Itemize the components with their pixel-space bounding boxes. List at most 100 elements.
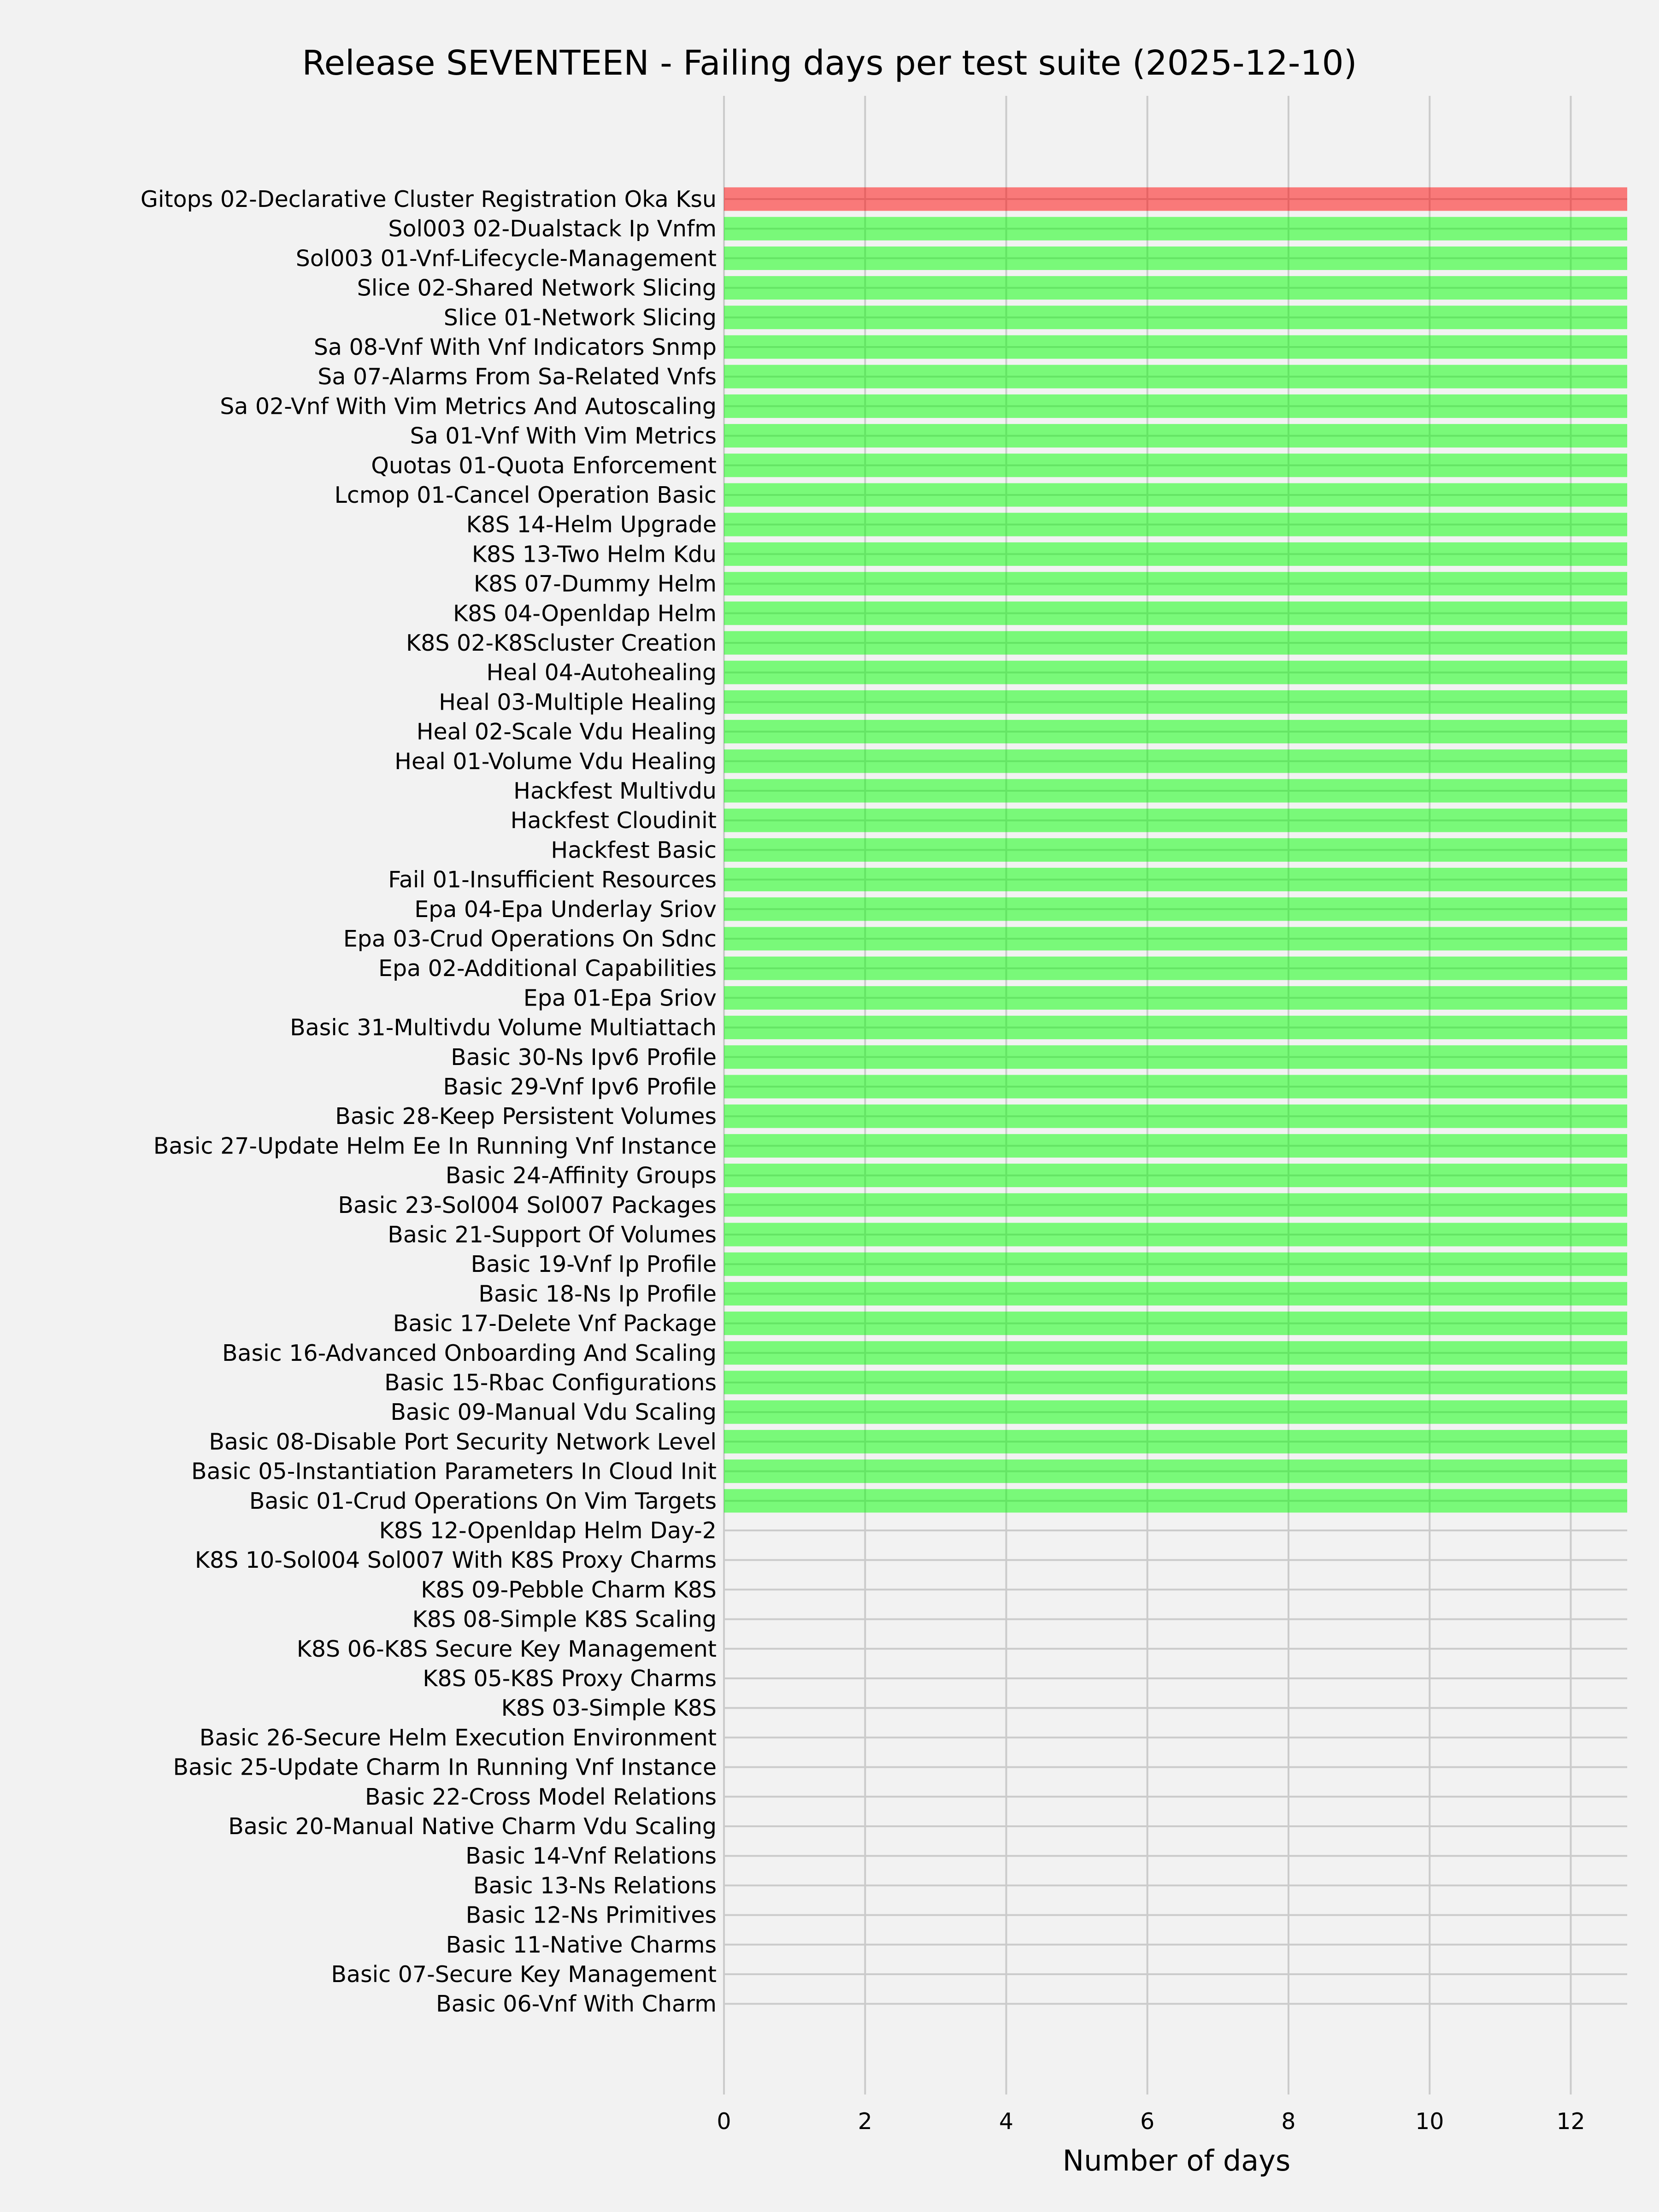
bar: [724, 838, 1627, 862]
bar: [724, 1016, 1627, 1040]
bar: [724, 660, 1627, 684]
bar: [724, 1104, 1627, 1128]
y-tick-label: Basic 06-Vnf With Charm: [436, 1991, 717, 2017]
bar: [724, 927, 1627, 951]
x-tick-label: 10: [1415, 2108, 1444, 2135]
x-tick-labels: 0 2 4 6 8 10 12: [717, 2108, 1585, 2135]
y-tick-label: Gitops 02-Declarative Cluster Registrati…: [141, 186, 717, 212]
y-tick-label: K8S 07-Dummy Helm: [474, 571, 717, 597]
y-tick-label: Epa 02-Additional Capabilities: [378, 955, 717, 982]
y-tick-label: Hackfest Multivdu: [513, 778, 717, 804]
bar: [724, 1134, 1627, 1158]
bar: [724, 1164, 1627, 1188]
bar: [724, 1341, 1627, 1365]
bar: [724, 276, 1627, 300]
bar: [724, 986, 1627, 1010]
y-tick-label: K8S 03-Simple K8S: [501, 1695, 717, 1721]
bar: [724, 217, 1627, 241]
y-tick-label: K8S 04-Openldap Helm: [453, 600, 717, 627]
bar: [724, 1075, 1627, 1099]
y-tick-label: Basic 05-Instantiation Parameters In Clo…: [191, 1459, 717, 1485]
y-tick-label: Quotas 01-Quota Enforcement: [371, 453, 717, 479]
bar: [724, 897, 1627, 921]
bar: [724, 1282, 1627, 1306]
y-tick-label: Heal 02-Scale Vdu Healing: [417, 719, 717, 745]
bar: [724, 956, 1627, 980]
y-tick-label: Basic 18-Ns Ip Profile: [478, 1281, 717, 1307]
y-tick-label: Epa 04-Epa Underlay Sriov: [414, 896, 717, 923]
bar: [724, 690, 1627, 714]
y-tick-label: Sa 07-Alarms From Sa-Related Vnfs: [318, 364, 717, 390]
y-tick-label: Basic 28-Keep Persistent Volumes: [335, 1103, 717, 1130]
y-tick-label: Basic 30-Ns Ipv6 Profile: [451, 1044, 717, 1071]
y-tick-label: Epa 03-Crud Operations On Sdnc: [343, 926, 717, 952]
y-tick-label: Basic 31-Multivdu Volume Multiattach: [290, 1015, 717, 1041]
bar: [724, 1430, 1627, 1453]
bar: [724, 1489, 1627, 1513]
y-tick-label: Basic 07-Secure Key Management: [331, 1961, 717, 1988]
y-tick-label: K8S 06-K8S Secure Key Management: [297, 1636, 717, 1662]
y-tick-label: K8S 10-Sol004 Sol007 With K8S Proxy Char…: [195, 1547, 717, 1573]
bar: [724, 483, 1627, 507]
y-tick-label: Heal 03-Multiple Healing: [439, 689, 717, 715]
bar: [724, 512, 1627, 536]
y-tick-label: Sol003 01-Vnf-Lifecycle-Management: [296, 245, 717, 271]
x-tick-label: 12: [1556, 2108, 1585, 2135]
bar: [724, 424, 1627, 448]
x-tick-label: 2: [858, 2108, 872, 2135]
bar: [724, 1312, 1627, 1335]
y-tick-label: K8S 13-Two Helm Kdu: [472, 541, 717, 567]
bar: [724, 365, 1627, 388]
bar: [724, 246, 1627, 270]
bar: [724, 749, 1627, 773]
bar: [724, 1459, 1627, 1483]
y-tick-labels: Gitops 02-Declarative Cluster Registrati…: [141, 186, 717, 2017]
bar: [724, 453, 1627, 477]
y-tick-label: K8S 14-Helm Upgrade: [466, 512, 717, 538]
y-tick-label: Heal 04-Autohealing: [486, 659, 717, 686]
y-tick-label: K8S 09-Pebble Charm K8S: [421, 1577, 717, 1603]
y-tick-label: Basic 19-Vnf Ip Profile: [471, 1251, 717, 1277]
chart-title: Release SEVENTEEN - Failing days per tes…: [302, 43, 1357, 83]
x-tick-label: 4: [999, 2108, 1013, 2135]
bar: [724, 1045, 1627, 1069]
bar: [724, 1371, 1627, 1394]
y-tick-label: Sa 08-Vnf With Vnf Indicators Snmp: [314, 334, 717, 360]
y-tick-label: Basic 14-Vnf Relations: [465, 1843, 717, 1869]
y-tick-label: Sa 02-Vnf With Vim Metrics And Autoscali…: [220, 393, 717, 419]
y-tick-label: Sa 01-Vnf With Vim Metrics: [410, 423, 717, 449]
bar: [724, 306, 1627, 329]
bar: [724, 868, 1627, 892]
bar: [724, 601, 1627, 625]
y-tick-label: Basic 08-Disable Port Security Network L…: [209, 1429, 717, 1455]
y-tick-label: Basic 11-Native Charms: [446, 1932, 717, 1958]
y-tick-label: Basic 16-Advanced Onboarding And Scaling: [222, 1340, 717, 1366]
y-tick-label: Heal 01-Volume Vdu Healing: [394, 748, 717, 775]
y-tick-label: Basic 23-Sol004 Sol007 Packages: [338, 1192, 717, 1218]
y-tick-label: Basic 26-Secure Helm Execution Environme…: [200, 1724, 717, 1751]
bar: [724, 1193, 1627, 1217]
y-tick-label: Hackfest Cloudinit: [511, 807, 717, 834]
y-tick-label: Basic 13-Ns Relations: [473, 1872, 717, 1899]
y-tick-label: Basic 29-Vnf Ipv6 Profile: [443, 1074, 717, 1100]
bar: [724, 779, 1627, 803]
y-tick-label: Lcmop 01-Cancel Operation Basic: [335, 482, 717, 508]
y-tick-label: Slice 02-Shared Network Slicing: [357, 275, 717, 301]
y-tick-label: Slice 01-Network Slicing: [444, 305, 717, 331]
y-tick-label: K8S 02-K8Scluster Creation: [406, 630, 717, 656]
y-tick-label: Basic 12-Ns Primitives: [466, 1902, 717, 1929]
bar: [724, 187, 1627, 211]
bar: [724, 720, 1627, 744]
y-tick-label: Basic 17-Delete Vnf Package: [393, 1311, 717, 1337]
y-tick-label: Basic 24-Affinity Groups: [446, 1163, 717, 1189]
y-tick-label: K8S 05-K8S Proxy Charms: [423, 1665, 717, 1692]
bar: [724, 572, 1627, 596]
bars: [724, 187, 1627, 1513]
bar: [724, 631, 1627, 655]
bar: [724, 1223, 1627, 1247]
x-tick-label: 8: [1281, 2108, 1295, 2135]
y-tick-label: Basic 15-Rbac Configurations: [384, 1370, 717, 1396]
y-tick-label: Epa 01-Epa Sriov: [524, 985, 717, 1011]
y-tick-label: Basic 21-Support Of Volumes: [388, 1222, 717, 1248]
x-tick-label: 6: [1140, 2108, 1154, 2135]
